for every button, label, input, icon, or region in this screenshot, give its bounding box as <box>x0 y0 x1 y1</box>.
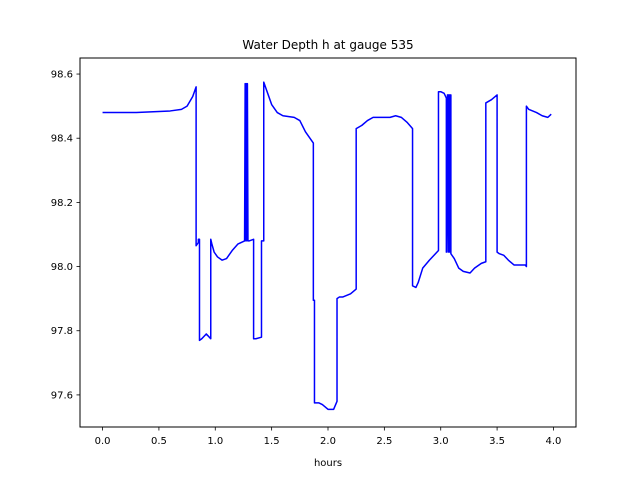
x-axis-label: hours <box>314 458 342 469</box>
y-tick-label: 98.0 <box>51 262 73 273</box>
x-tick-label: 1.5 <box>264 436 280 447</box>
y-tick-label: 98.6 <box>51 70 73 81</box>
x-tick-label: 2.5 <box>376 436 392 447</box>
x-tick-label: 0.0 <box>95 436 111 447</box>
y-axis-ticks: 97.6 97.8 98.0 98.2 98.4 98.6 <box>51 70 80 401</box>
y-tick-label: 97.6 <box>51 390 73 401</box>
x-tick-label: 0.5 <box>151 436 167 447</box>
x-tick-label: 4.0 <box>546 436 562 447</box>
chart-title: Water Depth h at gauge 535 <box>242 38 413 52</box>
x-axis-ticks: 0.0 0.5 1.0 1.5 2.0 2.5 3.0 3.5 4.0 <box>95 427 562 447</box>
y-tick-label: 98.2 <box>51 198 73 209</box>
x-tick-label: 1.0 <box>207 436 223 447</box>
y-tick-label: 97.8 <box>51 326 73 337</box>
series-line-0 <box>102 81 552 411</box>
x-tick-label: 3.0 <box>433 436 449 447</box>
x-tick-label: 2.0 <box>320 436 336 447</box>
x-tick-label: 3.5 <box>489 436 505 447</box>
y-tick-label: 98.4 <box>51 134 73 145</box>
plot-layer <box>102 81 552 411</box>
